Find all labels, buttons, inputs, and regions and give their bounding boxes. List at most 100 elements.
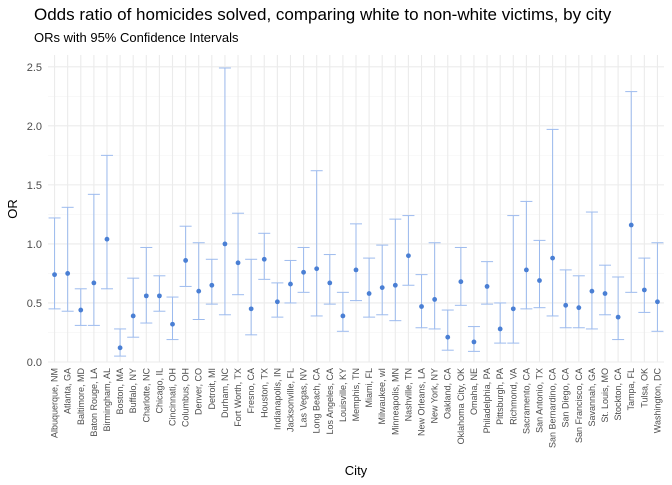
x-tick-label: Long Beach, CA <box>312 368 322 434</box>
data-point <box>314 266 320 272</box>
x-tick-label: Philadelphia, PA <box>482 368 492 433</box>
x-tick-label: Fresno, CA <box>246 368 256 414</box>
x-tick-label: Minneapolis, MN <box>390 368 400 435</box>
data-point <box>248 306 254 312</box>
data-point <box>550 255 555 261</box>
x-tick-label: Pittsburgh, PA <box>495 368 505 425</box>
data-point <box>157 293 162 299</box>
data-point <box>170 321 175 327</box>
data-point <box>196 288 202 294</box>
x-tick-label: San Antonio, TX <box>534 368 544 433</box>
y-axis-label: OR <box>5 199 20 219</box>
data-point <box>379 285 385 291</box>
y-tick-label: 2.0 <box>27 121 42 133</box>
data-point <box>523 267 529 273</box>
x-tick-label: Charlotte, NC <box>141 368 151 423</box>
x-tick-label: Las Vegas, NV <box>299 368 309 428</box>
x-tick-label: Baton Rouge, LA <box>89 368 99 437</box>
x-tick-label: Houston, TX <box>259 368 269 418</box>
x-tick-label: Louisville, KY <box>338 368 348 422</box>
plot-area: 0.0 0.5 1.0 1.5 2.0 2.5 Albuquerque, NM Atlanta… <box>27 55 664 448</box>
x-tick-label: Tulsa, OK <box>639 368 649 408</box>
x-tick-label: New York, NY <box>430 368 440 424</box>
data-point <box>52 272 57 278</box>
data-point <box>589 288 595 294</box>
x-tick-label: Cincinnati, OH <box>168 368 178 426</box>
data-point <box>602 291 608 296</box>
x-tick-label: San Bernardino, CA <box>548 368 558 448</box>
x-tick-label: Memphis, TN <box>351 368 361 421</box>
chart-title: Odds ratio of homicides solved, comparin… <box>34 5 612 24</box>
x-tick-label: Birmingham, AL <box>102 368 112 432</box>
x-tick-label: Savannah, GA <box>587 368 597 427</box>
data-point <box>261 256 267 262</box>
data-point <box>327 280 333 286</box>
x-tick-label: Denver, CO <box>194 368 204 415</box>
x-tick-label: Columbus, OH <box>181 368 191 427</box>
data-point <box>104 236 110 242</box>
x-tick-label: Chicago, IL <box>154 368 164 414</box>
data-point <box>576 305 582 311</box>
x-tick-label: Detroit, MI <box>207 368 217 410</box>
x-tick-label: Tampa, FL <box>626 368 636 411</box>
data-point <box>235 260 241 266</box>
data-point <box>537 278 542 283</box>
data-point <box>301 269 306 275</box>
chart-subtitle: ORs with 95% Confidence Intervals <box>34 30 239 45</box>
data-point <box>117 345 123 351</box>
x-tick-label: Durham, NC <box>220 368 230 419</box>
data-point <box>143 293 149 299</box>
y-tick-label: 2.5 <box>27 62 42 74</box>
data-point <box>340 313 346 319</box>
x-tick-label: Jacksonville, FL <box>285 368 295 432</box>
x-tick-label: Albuquerque, NM <box>50 368 60 438</box>
x-tick-label: Stockton, CA <box>613 368 623 421</box>
data-point <box>353 267 359 273</box>
x-tick-label: Fort Worth, TX <box>233 368 243 427</box>
x-tick-label: Washington, DC <box>652 368 662 434</box>
data-point <box>628 222 634 228</box>
data-point <box>445 334 451 340</box>
data-point <box>392 282 398 288</box>
y-tick-label: 1.5 <box>27 180 42 192</box>
y-tick-label: 0.5 <box>27 298 42 310</box>
data-point <box>458 279 464 285</box>
data-point <box>222 241 228 247</box>
x-tick-label: Omaha, NE <box>469 368 479 415</box>
x-tick-label: Oakland, CA <box>443 368 453 419</box>
data-point <box>183 258 189 263</box>
data-point <box>655 299 660 305</box>
data-point <box>419 304 424 309</box>
x-tick-label: St. Louis, MO <box>600 368 610 423</box>
x-tick-label: Oklahoma City, OK <box>456 368 466 444</box>
data-point <box>130 313 136 319</box>
x-tick-label: San Francisco, CA <box>574 368 584 443</box>
data-point <box>615 314 621 320</box>
x-tick-label: Boston, MA <box>115 368 125 415</box>
x-tick-label: Los Angeles, CA <box>325 368 335 435</box>
x-tick-label: Atlanta, GA <box>63 368 73 414</box>
data-point <box>510 306 516 312</box>
data-point <box>471 339 477 345</box>
data-point <box>484 284 490 289</box>
data-point <box>209 282 215 288</box>
data-point <box>563 302 569 308</box>
x-tick-label: New Orleans, LA <box>417 368 427 436</box>
data-point <box>288 281 293 287</box>
x-tick-label: Indianapolis, IN <box>272 368 282 430</box>
x-tick-label: Buffalo, NY <box>128 368 138 413</box>
data-point <box>432 297 438 302</box>
x-tick-label: Nashville, TN <box>403 368 413 421</box>
x-tick-label: Baltimore, MD <box>76 368 86 426</box>
data-point <box>497 326 503 332</box>
data-point <box>641 287 647 293</box>
data-point <box>406 253 411 259</box>
x-tick-label: Sacramento, CA <box>521 368 531 434</box>
x-tick-label: San Diego, CA <box>561 368 571 428</box>
data-point <box>366 291 372 296</box>
data-point <box>91 280 97 286</box>
x-tick-label: Milwaukee, wI <box>377 368 387 425</box>
y-tick-label: 0.0 <box>27 357 42 369</box>
